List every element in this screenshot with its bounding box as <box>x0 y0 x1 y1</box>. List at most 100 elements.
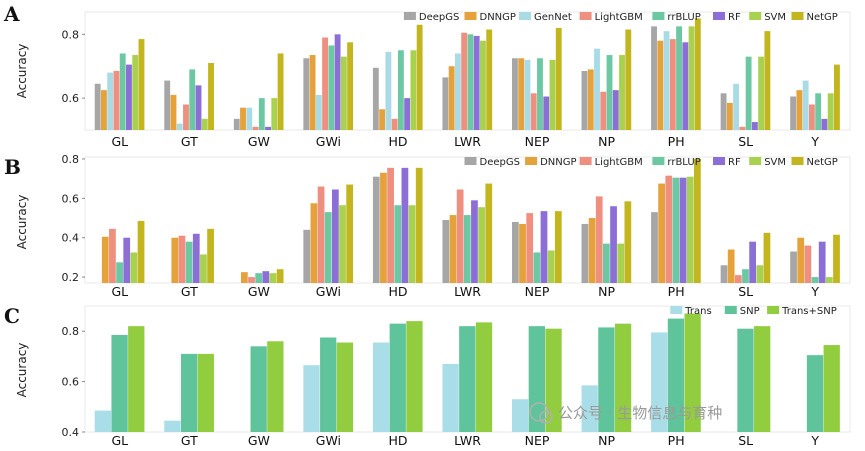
bar-rrblup-gw <box>258 98 265 130</box>
bar-trans-lwr <box>442 363 459 432</box>
bar-trans-hd <box>372 342 390 432</box>
bar-lightgbm-gt <box>183 104 189 130</box>
category-label: GT <box>181 284 198 299</box>
watermark-text: 公众号 · 生物信息与育种 <box>558 404 722 422</box>
bar-trans-np <box>581 385 598 432</box>
bar-svm-gl <box>130 252 138 283</box>
legend-swatch <box>403 12 416 20</box>
bar-rf-nep <box>540 211 548 283</box>
category-label: Y <box>810 284 819 299</box>
category-label: NP <box>598 433 615 448</box>
ytick-label: 0.6 <box>62 192 80 205</box>
legend-label: DNNGP <box>480 12 516 23</box>
panel-c-legend: Trans SNP Trans+SNP <box>670 306 837 317</box>
bar-dnngp-gt <box>170 94 177 130</box>
bar-netgp-gt <box>208 63 214 130</box>
bar-rrblup-gwi <box>328 45 335 130</box>
bar-snp-sl <box>737 328 754 432</box>
bar-dnngp-lwr <box>448 66 455 130</box>
ytick-label: 0.4 <box>62 232 80 245</box>
bar-netgp-gt <box>207 228 214 283</box>
panel-b-ylabel: Accuracy <box>15 195 29 250</box>
legend-swatch <box>519 12 531 20</box>
bar-rrblup-ph <box>672 177 680 283</box>
legend-swatch <box>464 12 477 20</box>
bar-gennet-ph <box>663 31 670 130</box>
panel-a-letter: A <box>3 2 20 26</box>
bar-lightgbm-lwr <box>456 189 464 283</box>
bar-rf-lwr <box>473 35 480 130</box>
bar-dnngp-y <box>796 90 803 130</box>
bar-rrblup-hd <box>394 205 402 283</box>
bar-netgp-gl <box>137 220 145 283</box>
bar-lightgbm-ph <box>665 175 673 283</box>
panel-b-legend: DeepGS DNNGP LightGBM rrBLUP RF SVM NetGP <box>464 157 838 168</box>
bar-deepgs-gt <box>164 80 171 130</box>
bar-svm-hd <box>408 205 416 283</box>
legend-label: DeepGS <box>419 12 459 23</box>
legend-swatch <box>749 12 762 20</box>
bar-trans-snp-y <box>823 345 840 432</box>
bar-deepgs-hd <box>372 176 380 283</box>
bar-rf-gt <box>192 233 200 283</box>
bar-netgp-lwr <box>485 183 493 283</box>
ytick-label: 0.8 <box>62 28 80 41</box>
bar-deepgs-nep <box>512 58 518 130</box>
bar-lightgbm-nep <box>530 93 537 130</box>
bar-trans-snp-gt <box>197 353 214 432</box>
bar-dnngp-gw <box>240 272 248 283</box>
ytick-label: 0.6 <box>62 92 80 105</box>
bar-netgp-y <box>833 234 840 283</box>
bar-gennet-np <box>594 48 600 130</box>
bar-dnngp-np <box>588 218 596 283</box>
bar-netgp-lwr <box>486 29 493 130</box>
bar-lightgbm-sl <box>739 126 746 130</box>
bar-rrblup-hd <box>397 50 404 130</box>
bar-rrblup-gw <box>255 273 263 283</box>
bar-dnngp-gl <box>101 236 109 283</box>
legend-swatch <box>713 12 725 20</box>
bar-dnngp-ph <box>657 40 664 131</box>
bar-deepgs-y <box>790 251 797 283</box>
legend-swatch <box>652 157 665 165</box>
bar-snp-y <box>806 355 824 432</box>
bar-gennet-gt <box>176 123 183 130</box>
bar-rf-ph <box>682 42 689 130</box>
bar-rrblup-ph <box>676 26 682 131</box>
bar-dnngp-hd <box>379 109 386 130</box>
category-label: NP <box>598 134 615 149</box>
bar-gennet-gl <box>107 72 114 130</box>
category-label: PH <box>668 433 685 448</box>
bar-rf-gwi <box>331 189 339 283</box>
bar-lightgbm-gt <box>178 235 186 283</box>
legend-swatch <box>652 12 665 20</box>
bar-rrblup-nep <box>537 58 543 130</box>
bar-dnngp-np <box>587 69 594 130</box>
bar-svm-gt <box>200 254 207 283</box>
bar-dnngp-gwi <box>310 203 318 283</box>
legend-label: LightGBM <box>595 12 643 23</box>
legend-label: SVM <box>764 157 786 168</box>
bar-rrblup-np <box>603 243 610 284</box>
bar-rf-np <box>612 90 619 130</box>
bar-rf-gl <box>123 237 131 283</box>
bar-gennet-gwi <box>315 94 322 130</box>
bar-deepgs-gwi <box>303 58 310 130</box>
bar-dnngp-nep <box>518 58 525 130</box>
category-label: HD <box>388 134 407 149</box>
ytick-label: 0.8 <box>62 153 80 166</box>
wechat-icon-bubble <box>539 410 553 424</box>
bar-snp-ph <box>667 318 685 432</box>
bar-rf-lwr <box>471 200 478 283</box>
bar-dnngp-sl <box>727 249 735 283</box>
bar-lightgbm-gl <box>109 228 116 283</box>
bar-rrblup-gl <box>116 262 123 283</box>
bar-rrblup-lwr <box>467 34 474 130</box>
bar-rrblup-gwi <box>324 212 332 284</box>
bar-lightgbm-gl <box>113 71 120 130</box>
legend-label: RF <box>728 12 741 23</box>
bar-deepgs-ph <box>651 26 657 131</box>
legend-swatch <box>670 306 683 314</box>
bar-gennet-nep <box>524 59 531 131</box>
bar-snp-gw <box>250 346 267 432</box>
